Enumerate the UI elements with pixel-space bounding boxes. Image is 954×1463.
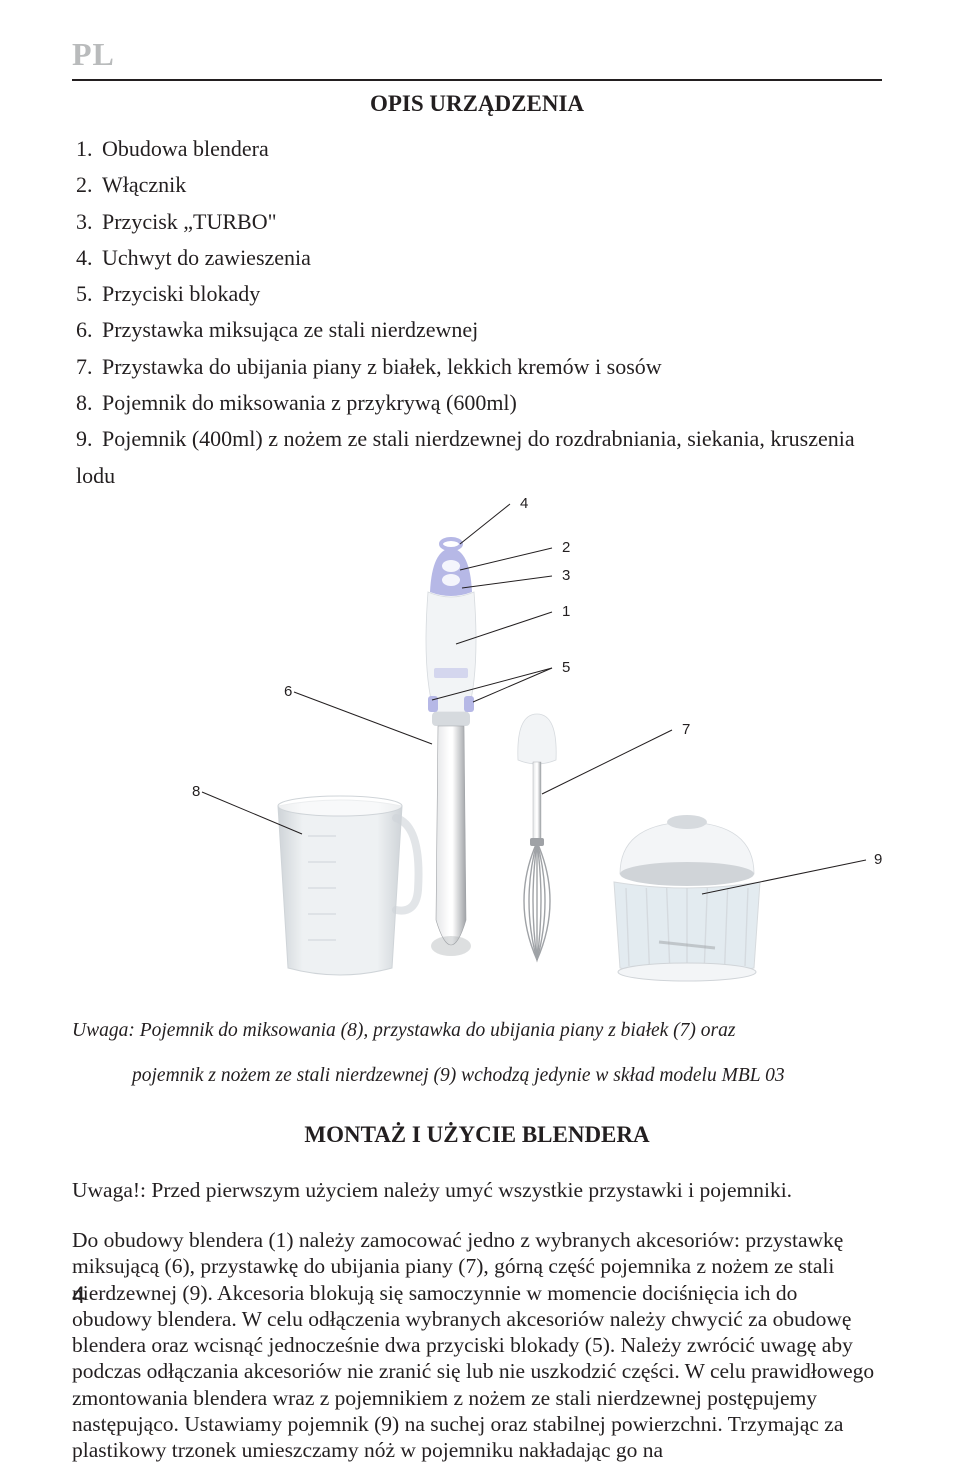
list-num: 5. [76,276,102,312]
svg-text:6: 6 [284,683,292,700]
list-num: 3. [76,204,102,240]
language-tag: PL [72,36,882,73]
svg-text:9: 9 [874,851,882,868]
list-num: 9. [76,421,102,457]
list-text: Włącznik [102,172,186,197]
header-rule [72,79,882,81]
product-diagram: 4 2 3 1 5 6 7 8 9 [72,494,882,1002]
list-item: 3.Przycisk „TURBO" [76,204,882,240]
body-paragraph: Do obudowy blendera (1) należy zamocować… [72,1227,882,1463]
list-num: 2. [76,167,102,203]
list-num: 8. [76,385,102,421]
list-text: Pojemnik do miksowania z przykrywą (600m… [102,390,517,415]
list-text: Pojemnik (400ml) z nożem ze stali nierdz… [76,426,855,487]
svg-text:2: 2 [562,539,570,556]
list-item: 6.Przystawka miksująca ze stali nierdzew… [76,312,882,348]
list-item: 7.Przystawka do ubijania piany z białek,… [76,349,882,385]
section2-title: MONTAŻ I UŻYCIE BLENDERA [72,1122,882,1148]
list-text: Obudowa blendera [102,136,269,161]
list-item: 2.Włącznik [76,167,882,203]
section1-title: OPIS URZĄDZENIA [72,91,882,117]
list-num: 1. [76,131,102,167]
list-text: Przystawka miksująca ze stali nierdzewne… [102,317,478,342]
list-text: Przycisk „TURBO" [102,209,277,234]
list-text: Przystawka do ubijania piany z białek, l… [102,354,662,379]
svg-text:1: 1 [562,603,570,620]
diagram-svg: 4 2 3 1 5 6 7 8 9 [72,494,882,1002]
svg-text:4: 4 [520,495,528,512]
warning-text: Uwaga!: Przed pierwszym użyciem należy u… [72,1178,882,1203]
list-item: 8.Pojemnik do miksowania z przykrywą (60… [76,385,882,421]
svg-text:7: 7 [682,721,690,738]
list-num: 6. [76,312,102,348]
note-line1: Uwaga: Pojemnik do miksowania (8), przys… [72,1014,882,1047]
page-number: 4 [72,1282,85,1310]
list-item: 4.Uchwyt do zawieszenia [76,240,882,276]
svg-text:8: 8 [192,783,200,800]
svg-text:3: 3 [562,567,570,584]
list-item: 9.Pojemnik (400ml) z nożem ze stali nier… [76,421,882,494]
svg-text:5: 5 [562,659,570,676]
list-text: Przyciski blokady [102,281,260,306]
list-item: 5.Przyciski blokady [76,276,882,312]
list-num: 4. [76,240,102,276]
parts-list: 1.Obudowa blendera 2.Włącznik 3.Przycisk… [72,131,882,494]
list-item: 1.Obudowa blendera [76,131,882,167]
note-line2: pojemnik z nożem ze stali nierdzewnej (9… [72,1059,882,1092]
list-num: 7. [76,349,102,385]
list-text: Uchwyt do zawieszenia [102,245,311,270]
